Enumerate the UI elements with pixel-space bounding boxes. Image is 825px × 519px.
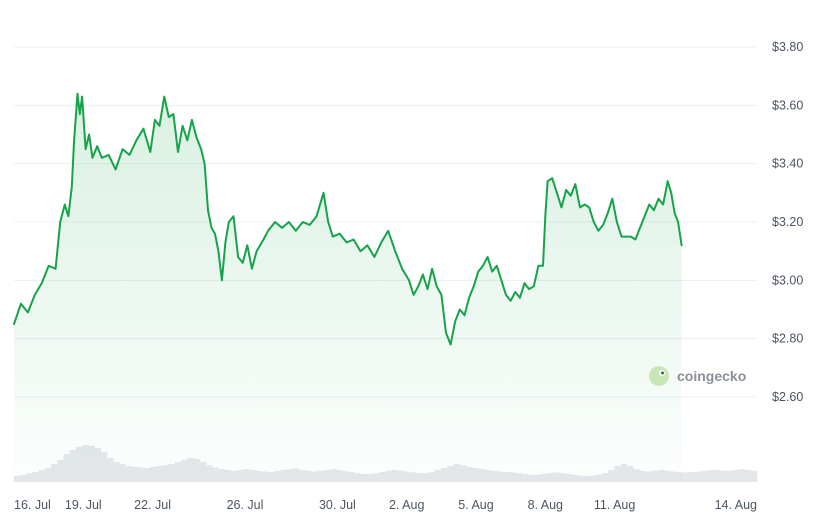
volume-bar xyxy=(688,472,696,482)
y-tick-label: $2.60 xyxy=(772,390,803,404)
x-axis: 16. Jul 19. Jul 22. Jul 26. Jul 30. Jul 2. Au… xyxy=(14,498,757,512)
price-area-fill xyxy=(14,93,682,482)
volume-bar xyxy=(695,471,702,482)
x-tick-label: 30. Jul xyxy=(319,498,356,512)
x-tick-label: 19. Jul xyxy=(65,498,102,512)
x-tick-label: 2. Aug xyxy=(389,498,424,512)
volume-bar xyxy=(738,469,746,482)
volume-bar xyxy=(750,470,758,482)
x-tick-label: 16. Jul xyxy=(14,498,51,512)
volume-bar xyxy=(719,470,727,482)
x-tick-label: 11. Aug xyxy=(594,498,636,512)
x-tick-label: 14. Aug xyxy=(715,498,757,512)
y-tick-label: $3.20 xyxy=(772,215,803,229)
x-tick-label: 22. Jul xyxy=(134,498,171,512)
y-tick-label: $3.40 xyxy=(772,157,803,171)
volume-bar xyxy=(707,470,715,482)
x-tick-label: 8. Aug xyxy=(528,498,563,512)
volume-bar xyxy=(732,470,739,482)
y-tick-label: $3.60 xyxy=(772,98,803,112)
y-tick-label: $2.80 xyxy=(772,332,803,346)
watermark-label: coingecko xyxy=(677,368,746,384)
price-line xyxy=(13,92,683,346)
volume-bar xyxy=(682,472,690,482)
x-tick-label: 26. Jul xyxy=(227,498,264,512)
gecko-logo-icon xyxy=(649,366,669,386)
price-series-line xyxy=(13,92,683,346)
volume-bar xyxy=(726,470,733,482)
volume-bar xyxy=(713,470,721,482)
y-tick-label: $3.80 xyxy=(772,40,803,54)
volume-bar xyxy=(701,470,708,482)
coingecko-watermark: coingecko xyxy=(649,366,746,386)
y-axis: $3.80 $3.60 $3.40 $3.20 $3.00 $2.80 $2.60 xyxy=(772,40,803,404)
gecko-logo-pupil xyxy=(661,371,664,375)
y-tick-label: $3.00 xyxy=(772,273,803,287)
volume-bar xyxy=(744,470,752,482)
price-area xyxy=(14,93,682,482)
x-tick-label: 5. Aug xyxy=(458,498,493,512)
